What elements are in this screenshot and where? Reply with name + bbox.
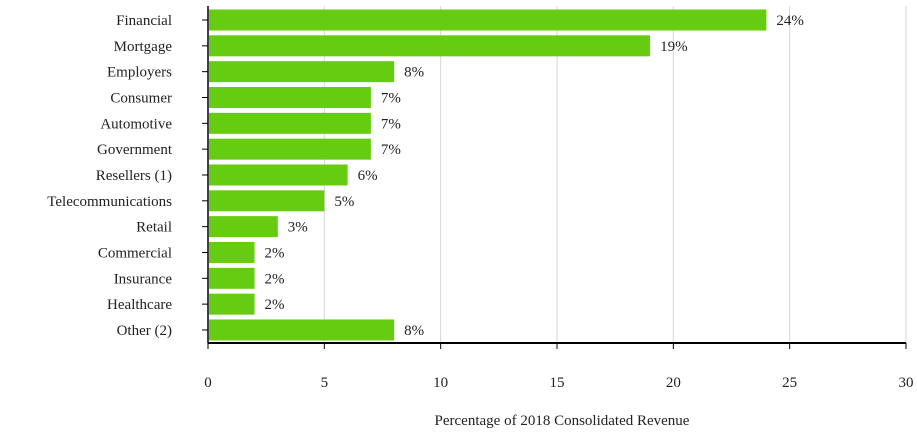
x-tick-label: 5 — [321, 375, 329, 391]
bar — [209, 267, 255, 289]
category-label: Mortgage — [114, 39, 173, 55]
bar — [209, 112, 371, 134]
data-label: 2% — [265, 271, 285, 287]
category-label: Insurance — [114, 271, 173, 287]
data-label: 8% — [404, 323, 424, 339]
category-label: Employers — [107, 65, 172, 81]
data-label: 8% — [404, 65, 424, 81]
bar — [209, 61, 395, 83]
x-axis-title: Percentage of 2018 Consolidated Revenue — [435, 413, 690, 429]
x-tick-label: 20 — [666, 375, 681, 391]
category-label: Financial — [116, 13, 172, 29]
data-label: 7% — [381, 90, 401, 106]
category-label: Telecommunications — [47, 194, 172, 210]
category-label: Government — [97, 142, 173, 158]
grid-lines — [323, 6, 907, 343]
x-tick-labels: 0 5 10 15 20 25 30 — [204, 375, 913, 391]
x-tick-label: 0 — [204, 375, 212, 391]
category-label: Consumer — [110, 90, 172, 106]
data-label: 5% — [334, 194, 354, 210]
bar — [209, 9, 767, 31]
data-label: 19% — [660, 39, 688, 55]
data-label: 2% — [265, 297, 285, 313]
bar — [209, 164, 348, 186]
category-label: Resellers (1) — [96, 168, 172, 184]
data-label: 7% — [381, 116, 401, 132]
bar — [209, 319, 395, 341]
value-labels: 24%19%8%7%7%7%6%5%3%2%2%2%8% — [265, 13, 804, 339]
bar — [209, 138, 371, 160]
category-label: Automotive — [100, 116, 172, 132]
bar — [209, 293, 255, 315]
data-label: 3% — [288, 220, 308, 236]
category-label: Healthcare — [107, 297, 172, 313]
bar — [209, 86, 371, 108]
category-label: Other (2) — [117, 323, 172, 339]
x-tick-label: 30 — [899, 375, 914, 391]
data-label: 2% — [265, 245, 285, 261]
category-label: Commercial — [98, 245, 172, 261]
data-label: 6% — [358, 168, 378, 184]
bar — [209, 241, 255, 263]
category-label: Retail — [136, 220, 172, 236]
data-label: 7% — [381, 142, 401, 158]
bars — [209, 9, 767, 341]
x-tick-label: 15 — [550, 375, 565, 391]
axes — [202, 6, 907, 349]
bar — [209, 190, 325, 212]
data-label: 24% — [776, 13, 804, 29]
x-tick-label: 25 — [782, 375, 797, 391]
x-tick-label: 10 — [433, 375, 448, 391]
bar — [209, 216, 278, 238]
category-labels: Financial Mortgage Employers Consumer Automo… — [47, 13, 173, 339]
bar — [209, 35, 651, 57]
